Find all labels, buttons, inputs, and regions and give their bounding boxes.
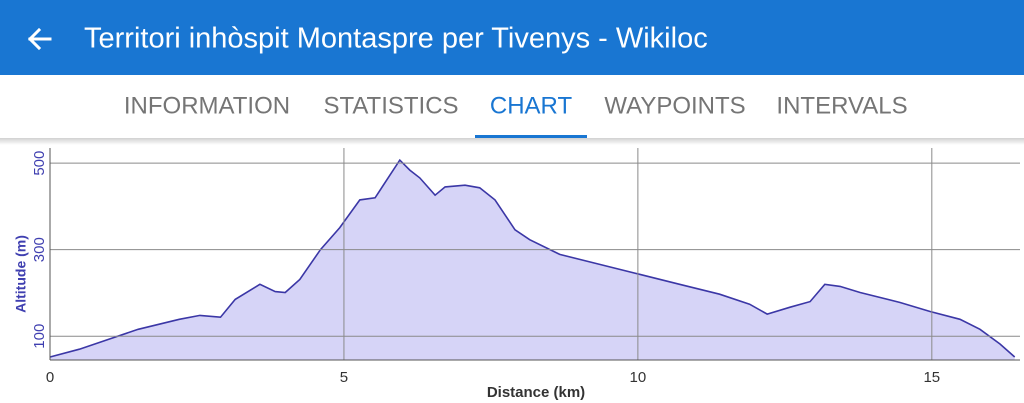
tab-label[interactable]: INFORMATION — [124, 92, 290, 119]
tab-shadow — [0, 138, 1024, 145]
app-bar — [0, 0, 1024, 75]
tab[interactable]: STATISTICS — [323, 92, 458, 119]
tab-label[interactable]: STATISTICS — [323, 92, 458, 119]
tab[interactable]: CHART — [475, 92, 587, 138]
y-tick-label: 300 — [31, 237, 48, 262]
page-title: Territori inhòspit Montaspre per Tivenys… — [84, 23, 708, 55]
x-axis-title: Distance (km) — [487, 384, 585, 401]
tab-label[interactable]: INTERVALS — [776, 92, 907, 119]
y-tick-label: 500 — [31, 151, 48, 176]
x-tick-label: 10 — [630, 369, 647, 386]
tab[interactable]: INTERVALS — [776, 92, 907, 119]
area-fill — [50, 160, 1015, 360]
y-axis-title: Altitude (m) — [13, 235, 29, 313]
tab[interactable]: WAYPOINTS — [604, 92, 745, 119]
tab-bar: INFORMATION STATISTICS CHART WAYPOINTS INTER… — [124, 92, 908, 138]
tab[interactable]: INFORMATION — [124, 92, 290, 119]
tab-label[interactable]: CHART — [490, 92, 573, 119]
chart: 100 300 500 0 5 10 15 Altitude (m) Distance (km) — [13, 148, 1020, 401]
x-tick-label: 0 — [46, 369, 54, 386]
tab-indicator — [475, 135, 587, 138]
tab-label[interactable]: WAYPOINTS — [604, 92, 745, 119]
x-tick-label: 15 — [923, 369, 940, 386]
altitude-line — [49, 158, 1016, 358]
x-tick-label: 5 — [340, 369, 348, 386]
back-button[interactable] — [27, 27, 52, 51]
y-tick-label: 100 — [31, 324, 48, 349]
